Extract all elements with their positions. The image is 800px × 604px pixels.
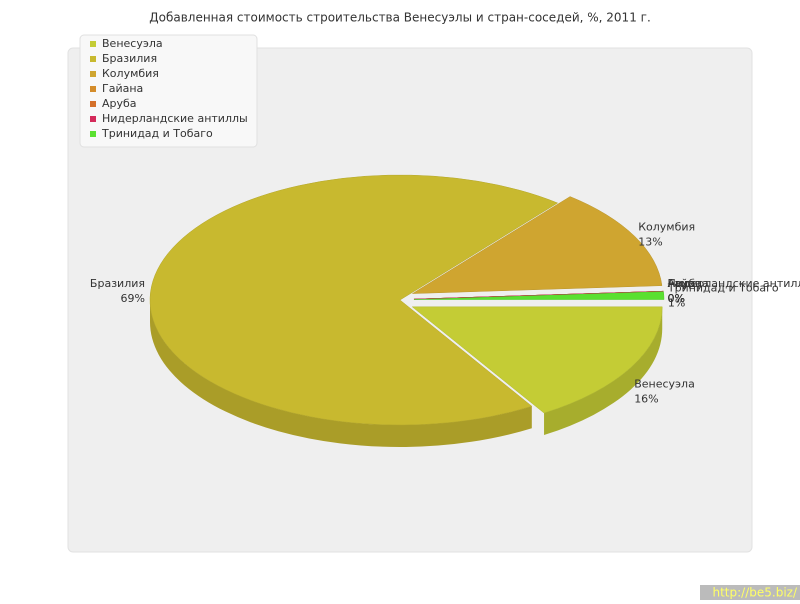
- slice-label: Венесуэла: [634, 378, 695, 391]
- slice-label: Колумбия: [638, 220, 695, 233]
- slice-label: Нидерландские антиллы: [667, 277, 800, 290]
- slice-label: Тринидад и Тобаго: [667, 281, 779, 294]
- legend-label: Венесуэла: [102, 37, 163, 50]
- slice-value: 69%: [121, 292, 145, 305]
- slice-value: 16%: [634, 393, 658, 406]
- slice-side: [150, 300, 532, 447]
- slice-value: 1%: [668, 296, 685, 309]
- slice: [411, 196, 663, 294]
- slice: [149, 174, 559, 426]
- slice-label: Гайана: [667, 277, 708, 290]
- legend: [79, 34, 258, 148]
- watermark-bg: [700, 585, 800, 600]
- legend-items: Венесуэла Бразилия Колумбия Гайана Аруба Ниде…: [90, 37, 248, 140]
- plot-area: [67, 47, 753, 553]
- legend-swatch: [90, 86, 96, 92]
- slice-side: [544, 306, 663, 436]
- legend-swatch: [90, 131, 96, 137]
- pie: Венесуэла 16% Бразилия 69% Колумбия 13% Гайана…: [90, 174, 800, 447]
- legend-swatch: [90, 41, 96, 47]
- watermark: http://be5.biz/: [712, 586, 797, 600]
- slice-value: 0%: [667, 292, 684, 305]
- legend-swatch: [90, 56, 96, 62]
- legend-label: Гайана: [102, 82, 143, 95]
- legend-swatch: [90, 116, 96, 122]
- slice-value: 0%: [667, 292, 684, 305]
- slice-value: 0%: [667, 292, 684, 305]
- slice-label: Аруба: [667, 277, 702, 290]
- legend-label: Нидерландские антиллы: [102, 112, 248, 125]
- legend-label: Аруба: [102, 97, 137, 110]
- legend-swatch: [90, 101, 96, 107]
- slice-label: Бразилия: [90, 277, 145, 290]
- legend-label: Колумбия: [102, 67, 159, 80]
- slice: [411, 306, 663, 414]
- slice: [413, 291, 665, 300]
- slice-value: 13%: [638, 235, 662, 248]
- legend-label: Тринидад и Тобаго: [101, 127, 213, 140]
- chart-title: Добавленная стоимость строительства Вене…: [149, 11, 651, 25]
- legend-label: Бразилия: [102, 52, 157, 65]
- legend-swatch: [90, 71, 96, 77]
